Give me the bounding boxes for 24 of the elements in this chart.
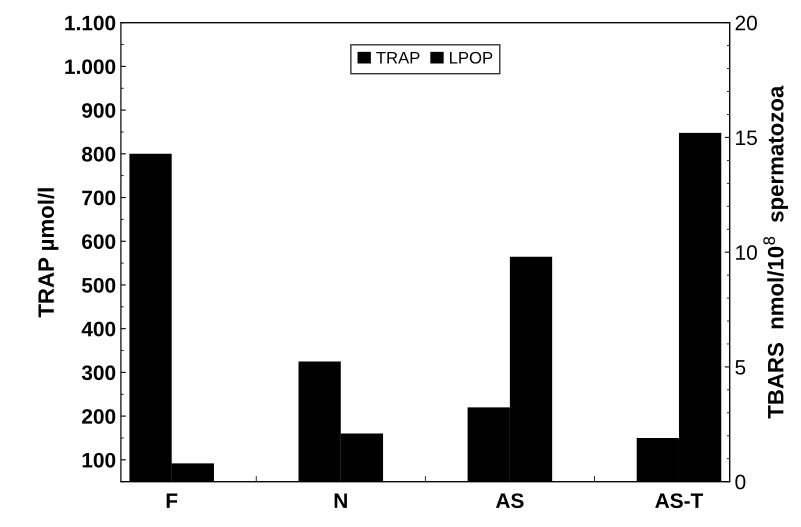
y2-tick-label: 20 — [736, 16, 757, 30]
y-tick-label: 100 — [82, 452, 116, 468]
y2-tick-label: 10 — [736, 245, 757, 260]
y-axis-title: TRAP µmol/l — [38, 188, 58, 318]
y-tick-label: 1.000 — [65, 59, 116, 74]
legend-label: TRAP — [376, 52, 420, 64]
y-tick-label: 900 — [82, 103, 116, 118]
y-tick-label: 1.100 — [65, 16, 116, 30]
y-tick-label: 700 — [82, 190, 116, 206]
y2-tick-label: 0 — [735, 474, 746, 490]
x-tick-label: AS-T — [655, 493, 704, 508]
x-tick-label: F — [166, 494, 178, 508]
y2-tick-label: 15 — [736, 130, 757, 146]
y2-axis-title: TBARS nmol/10$^{8}$ spermatozoa — [763, 86, 788, 418]
y-tick-label: 200 — [82, 409, 116, 424]
legend-label: LPOP — [450, 52, 492, 64]
x-tick-label: AS — [496, 493, 524, 508]
y-tick-label: 800 — [82, 146, 116, 162]
x-tick-label: N — [334, 494, 347, 508]
y-tick-label: 300 — [82, 365, 116, 380]
y-tick-label: 400 — [82, 322, 116, 336]
y-tick-label: 500 — [82, 278, 116, 293]
y2-tick-label: 5 — [735, 360, 746, 375]
y-tick-label: 600 — [82, 234, 116, 249]
